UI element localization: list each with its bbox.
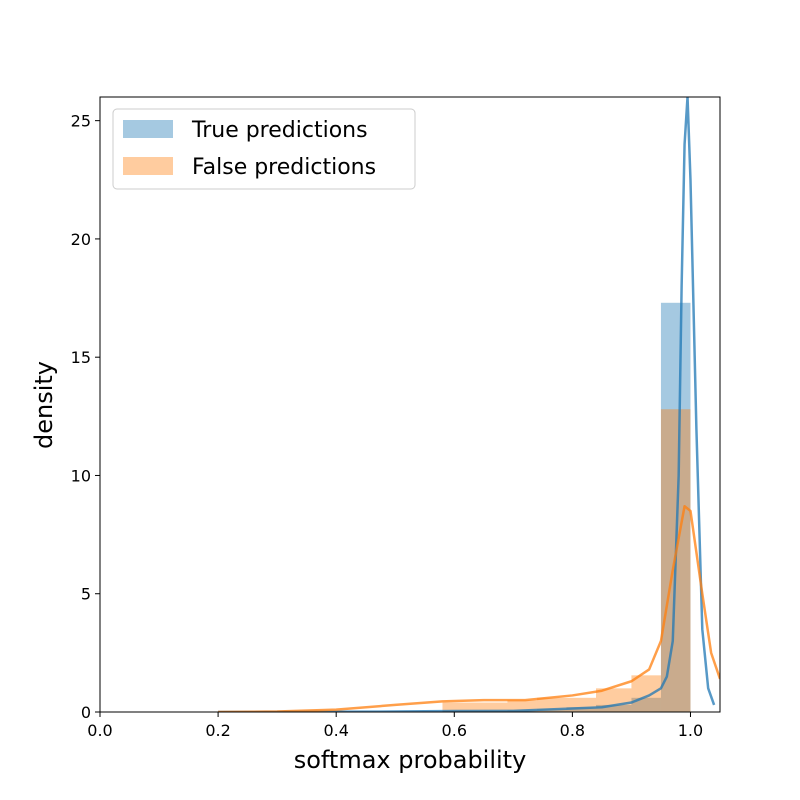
legend: True predictions False predictions xyxy=(112,108,416,190)
plot-frame xyxy=(99,96,721,713)
hist-bar-false-6 xyxy=(631,675,661,712)
kde-line-false xyxy=(218,504,720,712)
hist-bar-true-3 xyxy=(536,709,567,712)
x-tick-label: 0.0 xyxy=(87,721,112,740)
y-tick-label: 15 xyxy=(71,348,91,367)
plot-area xyxy=(218,97,720,712)
legend-frame xyxy=(112,108,416,190)
y-axis-title: density xyxy=(30,361,58,449)
hist-bar-false-0 xyxy=(442,702,472,712)
x-tick-label: 1.0 xyxy=(678,721,703,740)
kde-line-true xyxy=(218,97,716,712)
x-axis-title: softmax probability xyxy=(294,746,527,774)
x-tick-label: 0.6 xyxy=(442,721,467,740)
y-axis: 0 5 10 15 20 25 xyxy=(71,112,100,722)
hist-bar-true-4 xyxy=(566,707,596,712)
hist-bar-true-6 xyxy=(631,697,661,712)
y-tick-label: 0 xyxy=(81,703,91,722)
x-tick-label: 0.8 xyxy=(560,721,585,740)
legend-label-true: True predictions xyxy=(191,118,368,143)
hist-bar-false-1 xyxy=(472,702,508,712)
x-axis: 0.0 0.2 0.4 0.6 0.8 1.0 xyxy=(87,712,703,740)
hist-bar-false-2 xyxy=(507,700,537,712)
x-tick-label: 0.2 xyxy=(205,721,230,740)
y-tick-label: 10 xyxy=(71,466,91,485)
legend-label-false: False predictions xyxy=(192,155,376,180)
x-tick-label: 0.4 xyxy=(323,721,348,740)
y-tick-label: 5 xyxy=(81,585,91,604)
y-tick-label: 25 xyxy=(71,112,91,131)
y-tick-label: 20 xyxy=(71,230,91,249)
legend-swatch-true xyxy=(123,120,173,138)
legend-swatch-false xyxy=(123,157,173,175)
hist-bar-true-5 xyxy=(596,704,632,712)
hist-bar-false-4 xyxy=(566,697,596,712)
